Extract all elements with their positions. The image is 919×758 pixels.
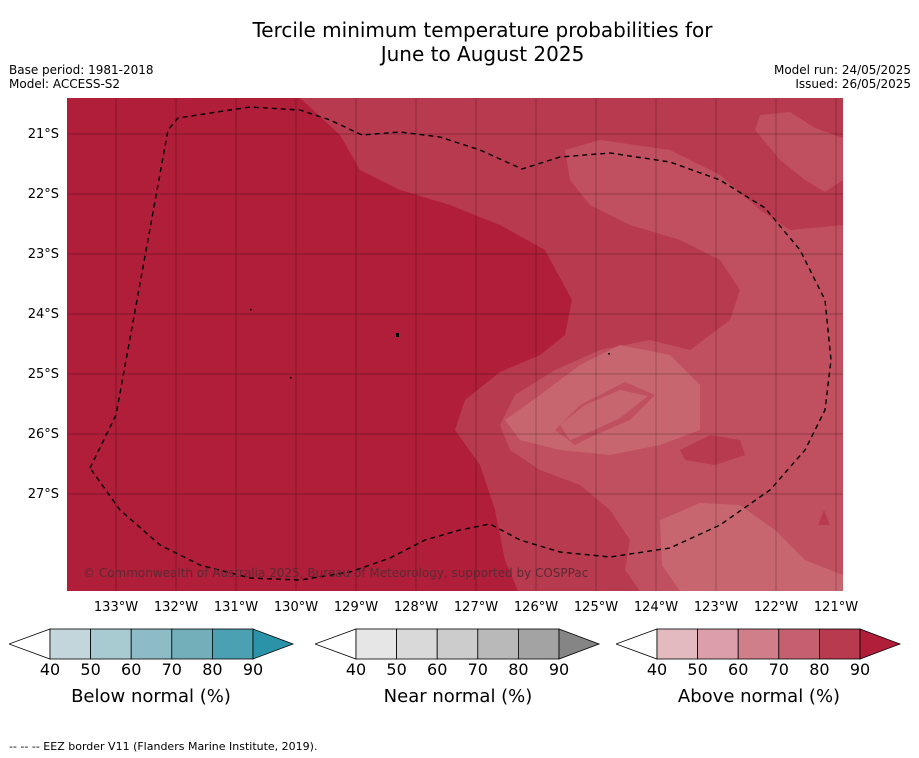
latitude-label: 27°S: [28, 487, 59, 502]
colorbar-tick-label: 60: [121, 660, 142, 679]
eez-footnote: -- -- -- EEZ border V11 (Flanders Marine…: [9, 740, 318, 753]
probability-contours: [67, 98, 843, 591]
legend-near-normal: 40 50 60 70 80 90 Near normal (%): [315, 628, 605, 707]
model-run: Model run: 24/05/2025: [773, 63, 911, 77]
colorbar-segment: [355, 628, 397, 660]
region-60-inner: [560, 390, 648, 440]
colorbar-segment: [396, 628, 438, 660]
colorbar-tick-label: 80: [508, 660, 529, 679]
meta-right: Model run: 24/05/2025 Issued: 26/05/2025: [774, 63, 911, 91]
colorbar-under-arrow: [616, 628, 658, 660]
longitude-label: 129°W: [334, 600, 378, 615]
colorbar-segment: [90, 628, 132, 660]
near-normal-title: Near normal (%): [383, 686, 533, 707]
colorbar-tick-label: 60: [427, 660, 448, 679]
colorbar-tick-label: 50: [687, 660, 708, 679]
longitude-label: 122°W: [754, 600, 798, 615]
below-normal-title: Below normal (%): [71, 686, 231, 707]
longitude-label: 128°W: [394, 600, 438, 615]
title-line-2: June to August 2025: [380, 42, 585, 66]
colorbar-tick-label: 70: [768, 660, 789, 679]
colorbar-segment: [778, 628, 820, 660]
longitude-label: 131°W: [214, 600, 258, 615]
colorbar-segment: [171, 628, 213, 660]
copyright-text: © Commonwealth of Australia 2025, Bureau…: [83, 566, 588, 580]
colorbar-segment: [130, 628, 173, 660]
colorbar-tick-label: 70: [467, 660, 488, 679]
colorbar-tick-label: 50: [386, 660, 407, 679]
meta-left: Base period: 1981-2018 Model: ACCESS-S2: [9, 63, 154, 91]
longitude-label: 121°W: [814, 600, 858, 615]
latitude-label: 22°S: [28, 187, 59, 202]
colorbar-segment: [477, 628, 519, 660]
longitude-label: 127°W: [454, 600, 498, 615]
latitude-label: 23°S: [28, 247, 59, 262]
region-80-patch: [680, 435, 745, 465]
colorbar-under-arrow: [9, 628, 51, 660]
latitude-label: 24°S: [28, 307, 59, 322]
colorbar-tick-label: 80: [809, 660, 830, 679]
colorbar-tick-label: 40: [646, 660, 668, 679]
colorbar-under-arrow: [315, 628, 357, 660]
gridlines: [67, 98, 843, 591]
longitude-label: 130°W: [274, 600, 318, 615]
colorbar-tick-label: 50: [80, 660, 101, 679]
colorbar-over-arrow: [558, 628, 601, 660]
latitude-labels: 21°S 22°S 23°S 24°S 25°S 26°S 27°S: [28, 127, 59, 502]
colorbar-over-arrow: [859, 628, 902, 660]
colorbar-tick-label: 90: [548, 660, 570, 679]
colorbar-segment: [818, 628, 861, 660]
latitude-label: 21°S: [28, 127, 59, 142]
map-title: Tercile minimum temperature probabilitie…: [0, 18, 919, 66]
colorbar-tick-label: 70: [161, 660, 182, 679]
region-70-east: [755, 112, 843, 192]
longitude-label: 133°W: [94, 600, 138, 615]
colorbar-segment: [697, 628, 739, 660]
colorbar-tick-label: 60: [728, 660, 749, 679]
islands: [250, 309, 610, 379]
title-line-1: Tercile minimum temperature probabilitie…: [252, 18, 713, 42]
colorbar-tick-label: 40: [345, 660, 367, 679]
latitude-label: 25°S: [28, 367, 59, 382]
map: © Commonwealth of Australia 2025, Bureau…: [28, 98, 858, 615]
colorbar-segment: [517, 628, 560, 660]
colorbar-tick-label: 80: [202, 660, 223, 679]
base-period: Base period: 1981-2018: [9, 63, 154, 77]
above-normal-colorbar: [616, 628, 902, 660]
region-80-dot: [818, 510, 830, 525]
legend-below-normal: 40 50 60 70 80 90 Below normal (%): [9, 628, 299, 707]
longitude-label: 123°W: [694, 600, 738, 615]
colorbar-segment: [49, 628, 91, 660]
model-name: Model: ACCESS-S2: [9, 77, 121, 91]
longitude-label: 125°W: [574, 600, 618, 615]
latitude-label: 26°S: [28, 427, 59, 442]
colorbar-segment: [436, 628, 479, 660]
colorbar-tick-label: 40: [39, 660, 61, 679]
colorbar-tick-label: 90: [849, 660, 871, 679]
longitude-label: 126°W: [514, 600, 558, 615]
longitude-label: 132°W: [154, 600, 198, 615]
region-60-south: [660, 503, 843, 591]
above-normal-title: Above normal (%): [677, 686, 841, 707]
legend-above-normal: 40 50 60 70 80 90 Above normal (%): [616, 628, 906, 707]
colorbar-tick-label: 90: [242, 660, 264, 679]
issued-date: Issued: 26/05/2025: [795, 77, 911, 91]
longitude-label: 124°W: [634, 600, 678, 615]
colorbar-segment: [737, 628, 780, 660]
near-normal-colorbar: [315, 628, 601, 660]
colorbar-over-arrow: [252, 628, 295, 660]
longitude-labels: 133°W 132°W 131°W 130°W 129°W 128°W 127°W 126°W…: [94, 600, 858, 615]
colorbar-segment: [656, 628, 698, 660]
below-normal-colorbar: [9, 628, 295, 660]
colorbar-segment: [211, 628, 254, 660]
